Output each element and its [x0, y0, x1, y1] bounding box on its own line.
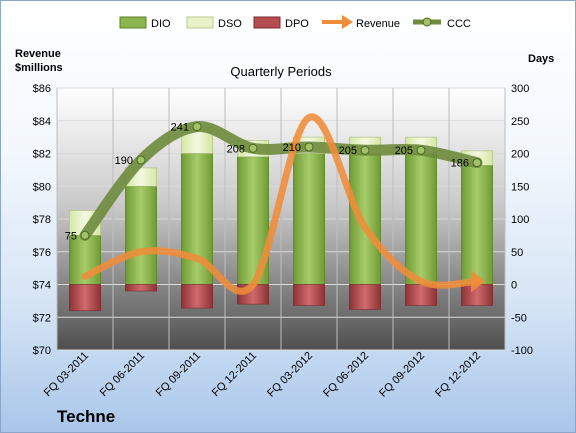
- dpo-bar: [69, 284, 101, 312]
- dpo-bar: [461, 284, 493, 306]
- legend-label-revenue: Revenue: [356, 18, 400, 30]
- left-axis-title-line2: $millions: [15, 62, 63, 74]
- legend-marker-ccc: [413, 17, 441, 27]
- right-axis-title: Days: [528, 53, 554, 65]
- right-tick-label: 250: [511, 116, 529, 128]
- dpo-bar: [293, 284, 325, 306]
- ccc-point: [360, 145, 370, 155]
- dpo-bar: [349, 284, 381, 310]
- category-label: FQ 06-2011: [98, 350, 147, 399]
- ccc-data-label: 205: [339, 145, 357, 157]
- left-tick-label: $80: [33, 181, 51, 193]
- right-tick-label: 100: [511, 214, 529, 226]
- dio-bar: [125, 185, 157, 285]
- left-tick-label: $72: [33, 312, 51, 324]
- left-tick-label: $76: [33, 247, 51, 259]
- left-tick-label: $84: [33, 116, 51, 128]
- left-tick-label: $86: [33, 83, 51, 95]
- ccc-data-label: 241: [171, 122, 189, 134]
- category-label: FQ 03-2011: [42, 350, 91, 399]
- ccc-point: [192, 122, 202, 132]
- left-tick-label: $74: [33, 280, 51, 292]
- category-label: FQ 09-2011: [154, 350, 203, 399]
- category-label: FQ 12-2012: [433, 350, 483, 400]
- legend-label-dio: DIO: [151, 18, 171, 30]
- company-name: Techne: [57, 407, 115, 426]
- ccc-point: [472, 158, 482, 168]
- legend-label-ccc: CCC: [447, 18, 471, 30]
- ccc-data-label: 210: [283, 142, 301, 154]
- ccc-point: [248, 143, 258, 153]
- dpo-bar: [125, 284, 157, 292]
- legend-label-dso: DSO: [218, 18, 242, 30]
- left-axis-title-line1: Revenue: [15, 48, 61, 60]
- ccc-point: [80, 230, 90, 240]
- ccc-point: [416, 145, 426, 155]
- category-label: FQ 09-2012: [377, 350, 427, 400]
- legend-swatch-dio: [119, 16, 147, 29]
- revenue-arrowhead: [471, 270, 485, 293]
- right-tick-label: 300: [511, 83, 529, 95]
- legend-label-dpo: DPO: [285, 18, 309, 30]
- dio-bar: [293, 153, 325, 285]
- dpo-bar: [181, 284, 213, 309]
- category-label: FQ 06-2012: [321, 350, 371, 400]
- left-tick-label: $82: [33, 149, 51, 161]
- ccc-point: [136, 155, 146, 165]
- right-tick-label: -100: [511, 345, 533, 357]
- right-tick-label: 150: [511, 181, 529, 193]
- left-tick-label: $78: [33, 214, 51, 226]
- right-tick-label: -50: [511, 312, 527, 324]
- right-tick-label: 50: [511, 247, 523, 259]
- dio-bar: [461, 164, 493, 285]
- legend-swatch-dpo: [253, 16, 281, 29]
- revenue-line: [81, 113, 481, 295]
- left-tick-label: $70: [33, 345, 51, 357]
- category-label: FQ 03-2012: [265, 350, 315, 400]
- right-tick-label: 0: [511, 280, 517, 292]
- ccc-data-label: 208: [227, 143, 245, 155]
- ccc-data-label: 190: [115, 155, 133, 167]
- legend-swatch-dso: [186, 16, 214, 29]
- legend: DIO DSO DPO Revenue CCC: [119, 15, 471, 30]
- legend-arrow-revenue: [322, 15, 353, 29]
- category-label: FQ 12-2011: [210, 350, 259, 399]
- ccc-data-label: 186: [451, 158, 469, 170]
- ccc-data-label: 205: [395, 145, 413, 157]
- ccc-data-label: 75: [65, 230, 77, 242]
- lines-layer: 75 190 241 208 210 205 205 186: [65, 113, 485, 295]
- dio-bar: [349, 153, 381, 285]
- dio-bar: [405, 153, 437, 285]
- right-tick-label: 200: [511, 149, 529, 161]
- chart-title: Quarterly Periods: [230, 64, 332, 79]
- ccc-point: [304, 142, 314, 152]
